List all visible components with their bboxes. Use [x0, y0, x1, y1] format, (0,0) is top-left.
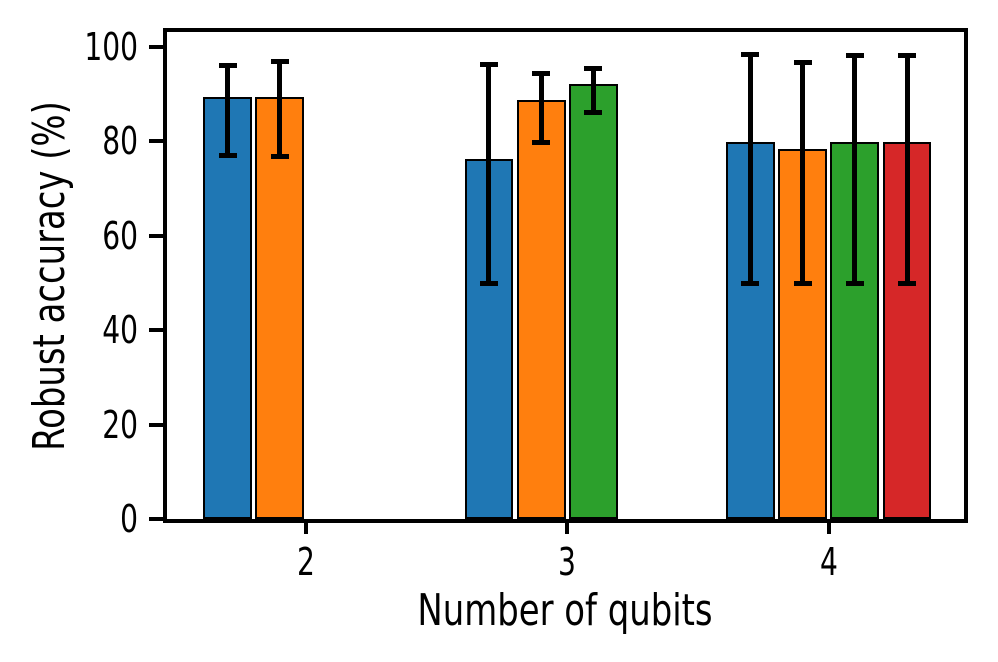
error-bar-line	[590, 68, 596, 113]
error-bar-cap-bottom	[270, 154, 289, 160]
y-tick-label: 80	[102, 119, 138, 164]
error-bar-line	[852, 55, 858, 284]
x-tick	[826, 523, 831, 534]
bar-series-green-qubits-3	[569, 84, 618, 519]
error-bar-cap-bottom	[898, 280, 917, 286]
y-tick	[149, 139, 163, 144]
plot-frame	[163, 28, 968, 523]
error-bar-line	[800, 62, 805, 284]
bar-series-orange-qubits-3	[516, 100, 566, 519]
y-tick-label: 0	[120, 497, 138, 541]
x-tick-label: 2	[297, 540, 315, 584]
error-bar-line	[747, 54, 753, 284]
error-bar-cap-bottom	[584, 110, 603, 116]
bar-series-orange-qubits-2	[255, 96, 305, 519]
error-bar-cap-top	[898, 52, 917, 58]
x-tick	[304, 523, 309, 534]
y-tick	[149, 517, 163, 521]
error-bar-line	[225, 65, 231, 156]
error-bar-line	[904, 55, 910, 284]
error-bar-cap-top	[218, 62, 237, 68]
x-tick	[565, 523, 570, 534]
bar-series-blue-qubits-2	[203, 97, 253, 519]
error-bar-cap-bottom	[532, 139, 551, 145]
y-tick-label: 40	[102, 308, 138, 353]
y-tick	[149, 328, 163, 333]
x-tick-label: 4	[819, 540, 838, 584]
error-bar-cap-top	[845, 52, 864, 58]
error-bar-cap-top	[479, 61, 498, 67]
error-bar-cap-top	[584, 66, 603, 72]
y-tick	[149, 422, 163, 427]
error-bar-cap-bottom	[741, 280, 760, 286]
error-bar-cap-top	[793, 60, 812, 66]
y-tick-label: 100	[84, 25, 138, 70]
error-bar-cap-bottom	[479, 280, 498, 286]
y-tick-label: 60	[102, 213, 138, 258]
error-bar-cap-bottom	[793, 281, 812, 287]
error-bar-cap-top	[270, 59, 289, 65]
x-tick-label: 3	[558, 540, 577, 584]
error-bar-line	[538, 73, 544, 143]
error-bar-cap-top	[532, 71, 551, 77]
error-bar-cap-top	[741, 51, 760, 57]
error-bar-cap-bottom	[845, 280, 864, 286]
error-bar-line	[277, 61, 283, 157]
y-tick	[149, 233, 163, 238]
y-tick-label: 20	[102, 402, 138, 447]
error-bar-cap-bottom	[218, 152, 237, 158]
x-axis-label: Number of qubits	[417, 585, 713, 636]
y-tick	[149, 45, 163, 50]
error-bar-line	[486, 64, 492, 284]
